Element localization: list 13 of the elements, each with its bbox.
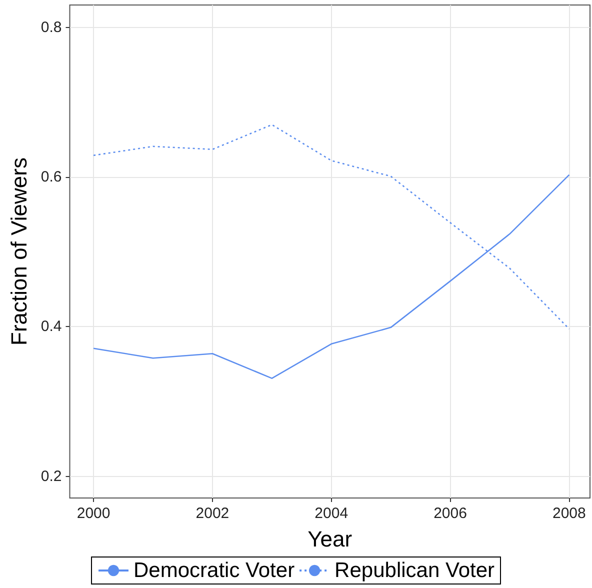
x-tick-label: 2002 — [196, 505, 230, 522]
x-tick-label: 2008 — [552, 505, 586, 522]
y-tick-label: 0.2 — [40, 468, 62, 485]
x-tick-label: 2006 — [434, 505, 467, 522]
x-tick-label: 2000 — [76, 505, 110, 522]
legend-label: Democratic Voter — [134, 559, 295, 582]
x-tick-label: 2004 — [314, 505, 348, 522]
legend-label: Republican Voter — [334, 559, 495, 582]
y-axis-title: Fraction of Viewers — [6, 158, 32, 346]
x-axis-title: Year — [308, 526, 352, 552]
y-tick-label: 0.8 — [40, 18, 62, 36]
y-tick-label: 0.4 — [40, 318, 62, 336]
y-tick-label: 0.6 — [40, 168, 62, 186]
